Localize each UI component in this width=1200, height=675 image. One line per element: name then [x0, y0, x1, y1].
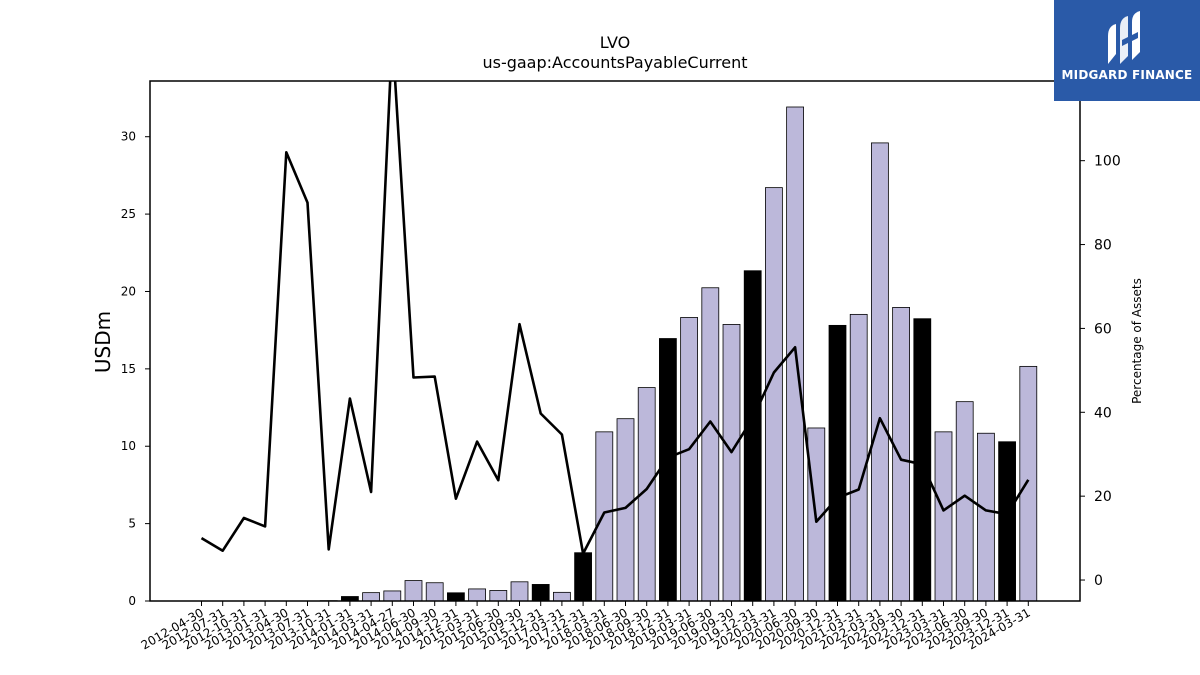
bar: [595, 431, 614, 601]
y-axis-label-right: Percentage of Assets: [1130, 278, 1144, 404]
y2-tick-label: 40: [1094, 405, 1112, 421]
bar: [553, 591, 571, 601]
series-line: [200, 81, 1030, 555]
bar: [637, 387, 656, 601]
y-tick-label: 10: [121, 439, 136, 453]
bar: [574, 552, 592, 601]
bar: [722, 324, 741, 601]
bar: [425, 582, 444, 601]
y2-tick-label: 100: [1094, 154, 1121, 170]
bar: [871, 142, 889, 601]
y2-tick-label: 60: [1094, 321, 1112, 337]
bar: [701, 287, 720, 601]
chart-subtitle: us-gaap:AccountsPayableCurrent: [482, 53, 747, 72]
plot-area: 0510152025300204060801002012-04-302012-0…: [121, 80, 1121, 652]
bar: [1019, 365, 1038, 601]
bar: [510, 581, 529, 601]
y-tick-label: 5: [128, 517, 136, 531]
bar: [489, 590, 508, 601]
bar: [680, 317, 698, 601]
bar: [998, 441, 1016, 601]
bar: [659, 338, 677, 601]
y2-tick-label: 80: [1094, 238, 1112, 254]
y2-tick-label: 20: [1094, 489, 1112, 505]
y-tick-label: 30: [121, 130, 136, 144]
bar: [468, 588, 486, 601]
bar: [849, 313, 868, 601]
bar: [447, 592, 465, 601]
plot-frame: [149, 80, 1081, 602]
bar: [892, 307, 910, 601]
y-tick-label: 15: [121, 362, 136, 376]
chart-title: LVO: [600, 33, 630, 52]
bar: [404, 580, 423, 601]
y-axis-label-left: USDm: [91, 311, 115, 373]
bar: [977, 432, 995, 601]
y-tick-label: 25: [121, 207, 136, 221]
bar: [531, 584, 550, 601]
bar: [743, 270, 762, 601]
y-tick-label: 20: [121, 284, 136, 298]
y2-tick-label: 0: [1094, 573, 1103, 589]
bar: [913, 318, 932, 601]
bar: [383, 590, 402, 601]
brand-name: MIDGARD FINANCE: [1061, 68, 1193, 82]
bar: [934, 431, 953, 601]
brand-logo: MIDGARD FINANCE: [1054, 0, 1200, 101]
bar: [362, 592, 380, 601]
y-tick-label: 0: [128, 594, 136, 608]
midgard-logo-icon: [1108, 11, 1140, 64]
bar: [765, 187, 783, 601]
bar: [828, 324, 847, 601]
